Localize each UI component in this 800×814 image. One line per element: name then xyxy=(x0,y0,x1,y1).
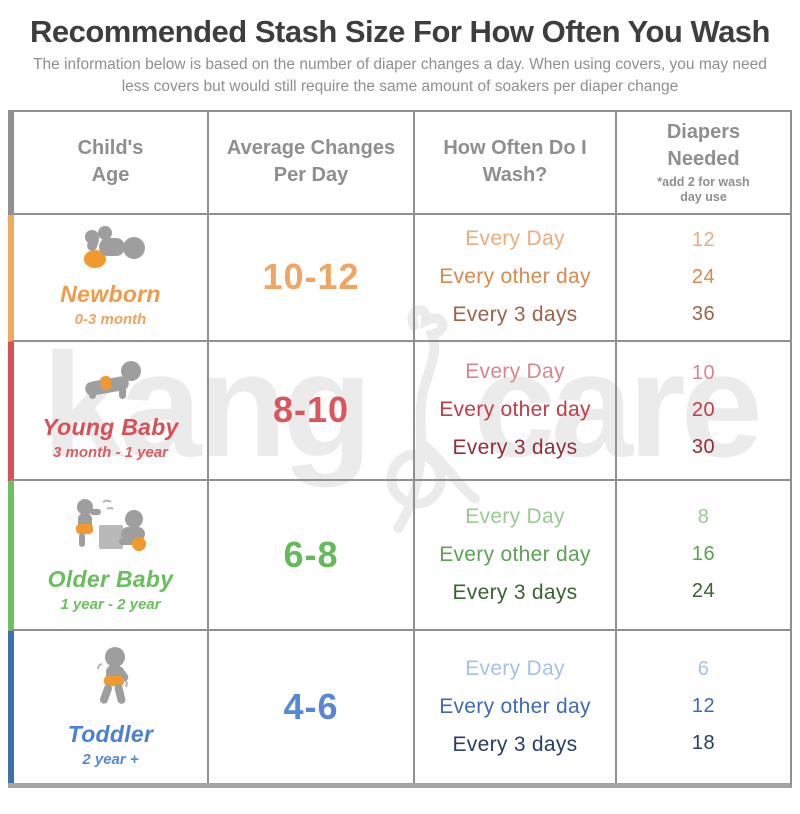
diapers-needed-value: 12 xyxy=(691,695,716,718)
diapers-needed-value: 12 xyxy=(691,228,716,251)
diapers-needed-value: 20 xyxy=(691,398,716,421)
page-title: Recommended Stash Size For How Often You… xyxy=(30,14,770,49)
age-group-name: Young Baby xyxy=(42,414,179,441)
age-range: 3 month - 1 year xyxy=(52,444,169,462)
wash-option-label: Every 3 days xyxy=(452,580,578,604)
changes-cell-toddler: 4-6 xyxy=(209,630,415,783)
diapers-needed-value: 16 xyxy=(691,543,716,566)
header-cell-how-often-wash: How Often Do I Wash? xyxy=(415,111,617,215)
wash-option-label: Every other day xyxy=(439,398,591,422)
wash-option-label: Every 3 days xyxy=(452,732,578,756)
wash-option-label: Every other day xyxy=(439,694,591,718)
changes-per-day-value: 4-6 xyxy=(283,685,339,727)
wash-frequency-cell-newborn: Every Day Every other day Every 3 days xyxy=(415,214,617,342)
diapers-needed-value: 18 xyxy=(691,732,716,755)
infographic-page: Recommended Stash Size For How Often You… xyxy=(0,14,800,814)
age-group-name: Older Baby xyxy=(47,565,174,592)
diapers-needed-cell-newborn: 12 24 36 xyxy=(617,215,790,342)
diapers-needed-value: 36 xyxy=(691,302,716,325)
wash-frequency-cell-toddler: Every Day Every other day Every 3 days xyxy=(415,630,617,783)
wash-option-label: Every Day xyxy=(465,360,565,384)
header-cell-average-changes: Average Changes Per Day xyxy=(209,111,415,215)
header-line: Per Day xyxy=(273,164,349,187)
wash-frequency-cell-older-baby: Every Day Every other day Every 3 days xyxy=(415,480,617,631)
header-line: Child's xyxy=(77,137,144,160)
wash-option-label: Every 3 days xyxy=(452,303,578,327)
age-range: 0-3 month xyxy=(74,311,147,329)
changes-per-day-value: 8-10 xyxy=(272,389,350,431)
changes-cell-newborn: 10-12 xyxy=(209,214,415,342)
diapers-needed-value: 8 xyxy=(697,506,710,529)
age-cell-toddler: Toddler 2 year + xyxy=(8,630,209,783)
age-cell-older-baby: Older Baby 1 year - 2 year xyxy=(8,480,209,631)
age-group-name: Newborn xyxy=(60,281,161,308)
stash-size-table: Child's Age Average Changes Per Day How … xyxy=(8,109,792,788)
diapers-needed-cell-young-baby: 10 20 30 xyxy=(617,342,790,481)
walking-toddler-icon xyxy=(78,646,144,717)
diapers-needed-value: 10 xyxy=(691,361,716,384)
header-line: How Often Do I xyxy=(443,137,587,160)
wash-option-label: Every 3 days xyxy=(452,436,578,460)
header-line: Diapers xyxy=(666,120,741,143)
age-group-name: Toddler xyxy=(67,720,154,747)
age-range: 2 year + xyxy=(82,750,139,768)
changes-cell-young-baby: 8-10 xyxy=(209,341,415,481)
wash-option-label: Every other day xyxy=(439,265,591,289)
header-line: Needed xyxy=(667,147,740,170)
header-cell-childs-age: Child's Age xyxy=(8,111,209,215)
diapers-needed-cell-older-baby: 8 16 24 xyxy=(617,481,790,631)
diapers-needed-value: 6 xyxy=(697,658,710,681)
age-range: 1 year - 2 year xyxy=(60,595,161,613)
header-line: Average Changes xyxy=(226,137,396,160)
diapers-needed-value: 30 xyxy=(691,435,716,458)
page-subtitle: The information below is based on the nu… xyxy=(33,56,767,96)
header-cell-diapers-needed: Diapers Needed *add 2 for wash day use xyxy=(617,112,790,215)
age-cell-newborn: Newborn 0-3 month xyxy=(8,214,209,342)
header-line: Wash? xyxy=(482,164,548,187)
diapers-needed-cell-toddler: 6 12 18 xyxy=(617,631,790,783)
wash-frequency-cell-young-baby: Every Day Every other day Every 3 days xyxy=(415,341,617,481)
toddlers-playing-with-block-icon xyxy=(67,497,155,562)
wash-option-label: Every Day xyxy=(465,504,565,528)
diapers-needed-value: 24 xyxy=(691,265,716,288)
changes-per-day-value: 6-8 xyxy=(283,533,339,575)
diapers-needed-value: 24 xyxy=(691,580,716,603)
wash-option-label: Every Day xyxy=(465,656,565,680)
changes-cell-older-baby: 6-8 xyxy=(209,480,415,631)
wash-option-label: Every Day xyxy=(465,227,565,251)
newborn-lying-baby-icon xyxy=(71,226,151,277)
wash-option-label: Every other day xyxy=(439,542,591,566)
crawling-baby-icon xyxy=(71,359,151,410)
changes-per-day-value: 10-12 xyxy=(262,256,360,298)
diapers-needed-note: *add 2 for wash day use xyxy=(657,174,750,205)
age-cell-young-baby: Young Baby 3 month - 1 year xyxy=(8,341,209,481)
header-line: Age xyxy=(91,164,130,187)
